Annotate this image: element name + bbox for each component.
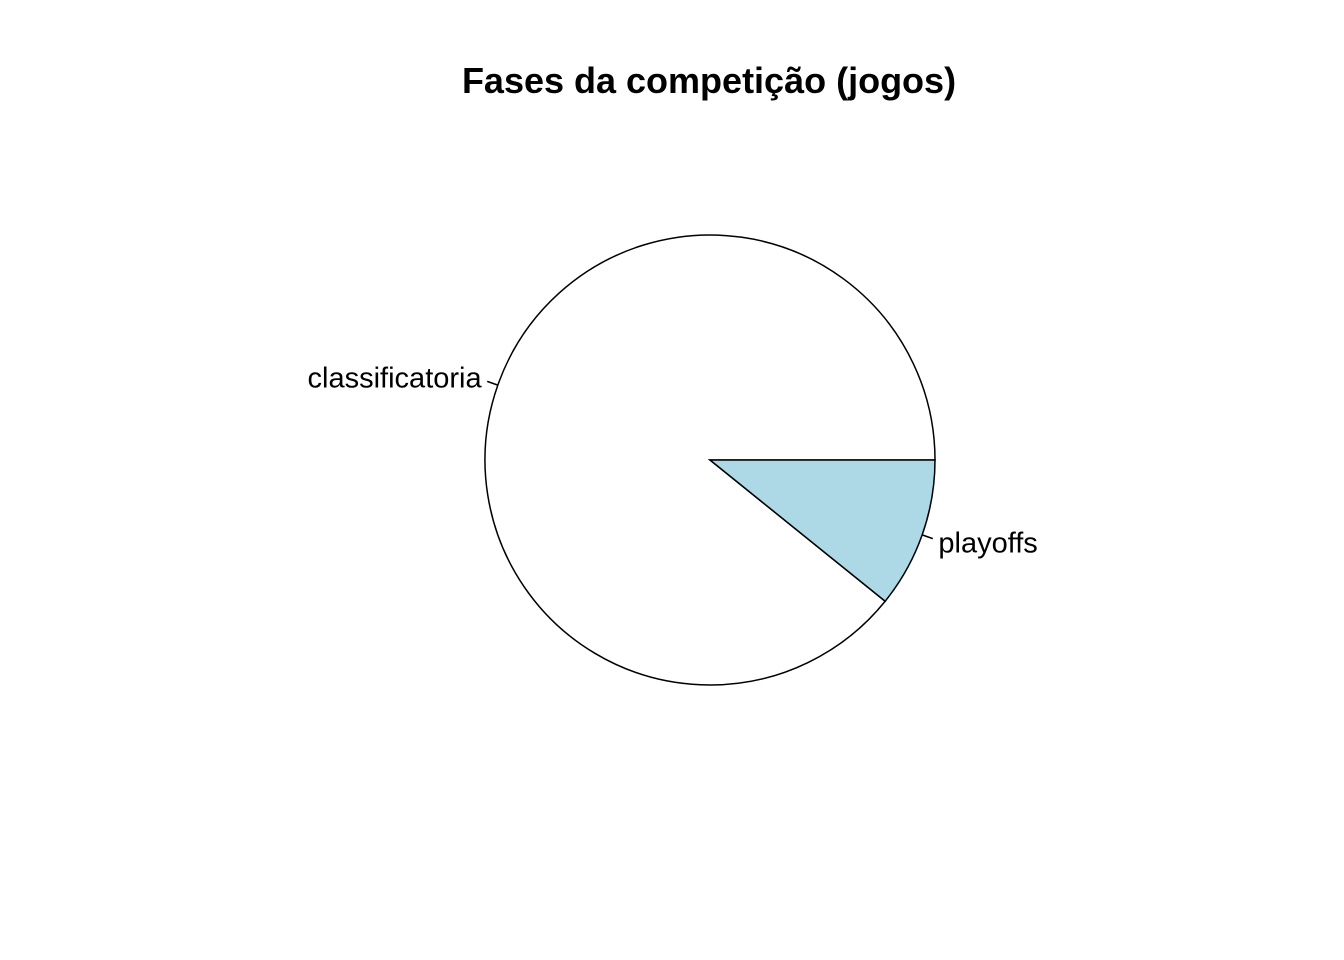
slice-label-playoffs: playoffs — [938, 527, 1037, 559]
pie-slices — [484, 234, 936, 686]
label-tick-classificatoria — [486, 380, 499, 386]
slice-label-classificatoria: classificatoria — [308, 363, 483, 395]
chart-title: Fases da competição (jogos) — [462, 60, 956, 101]
pie-slice-playoffs — [707, 459, 936, 603]
label-tick-playoffs — [921, 534, 934, 540]
pie-labels: classificatoria playoffs — [308, 363, 1038, 560]
pie-slice-classificatoria — [484, 234, 936, 686]
